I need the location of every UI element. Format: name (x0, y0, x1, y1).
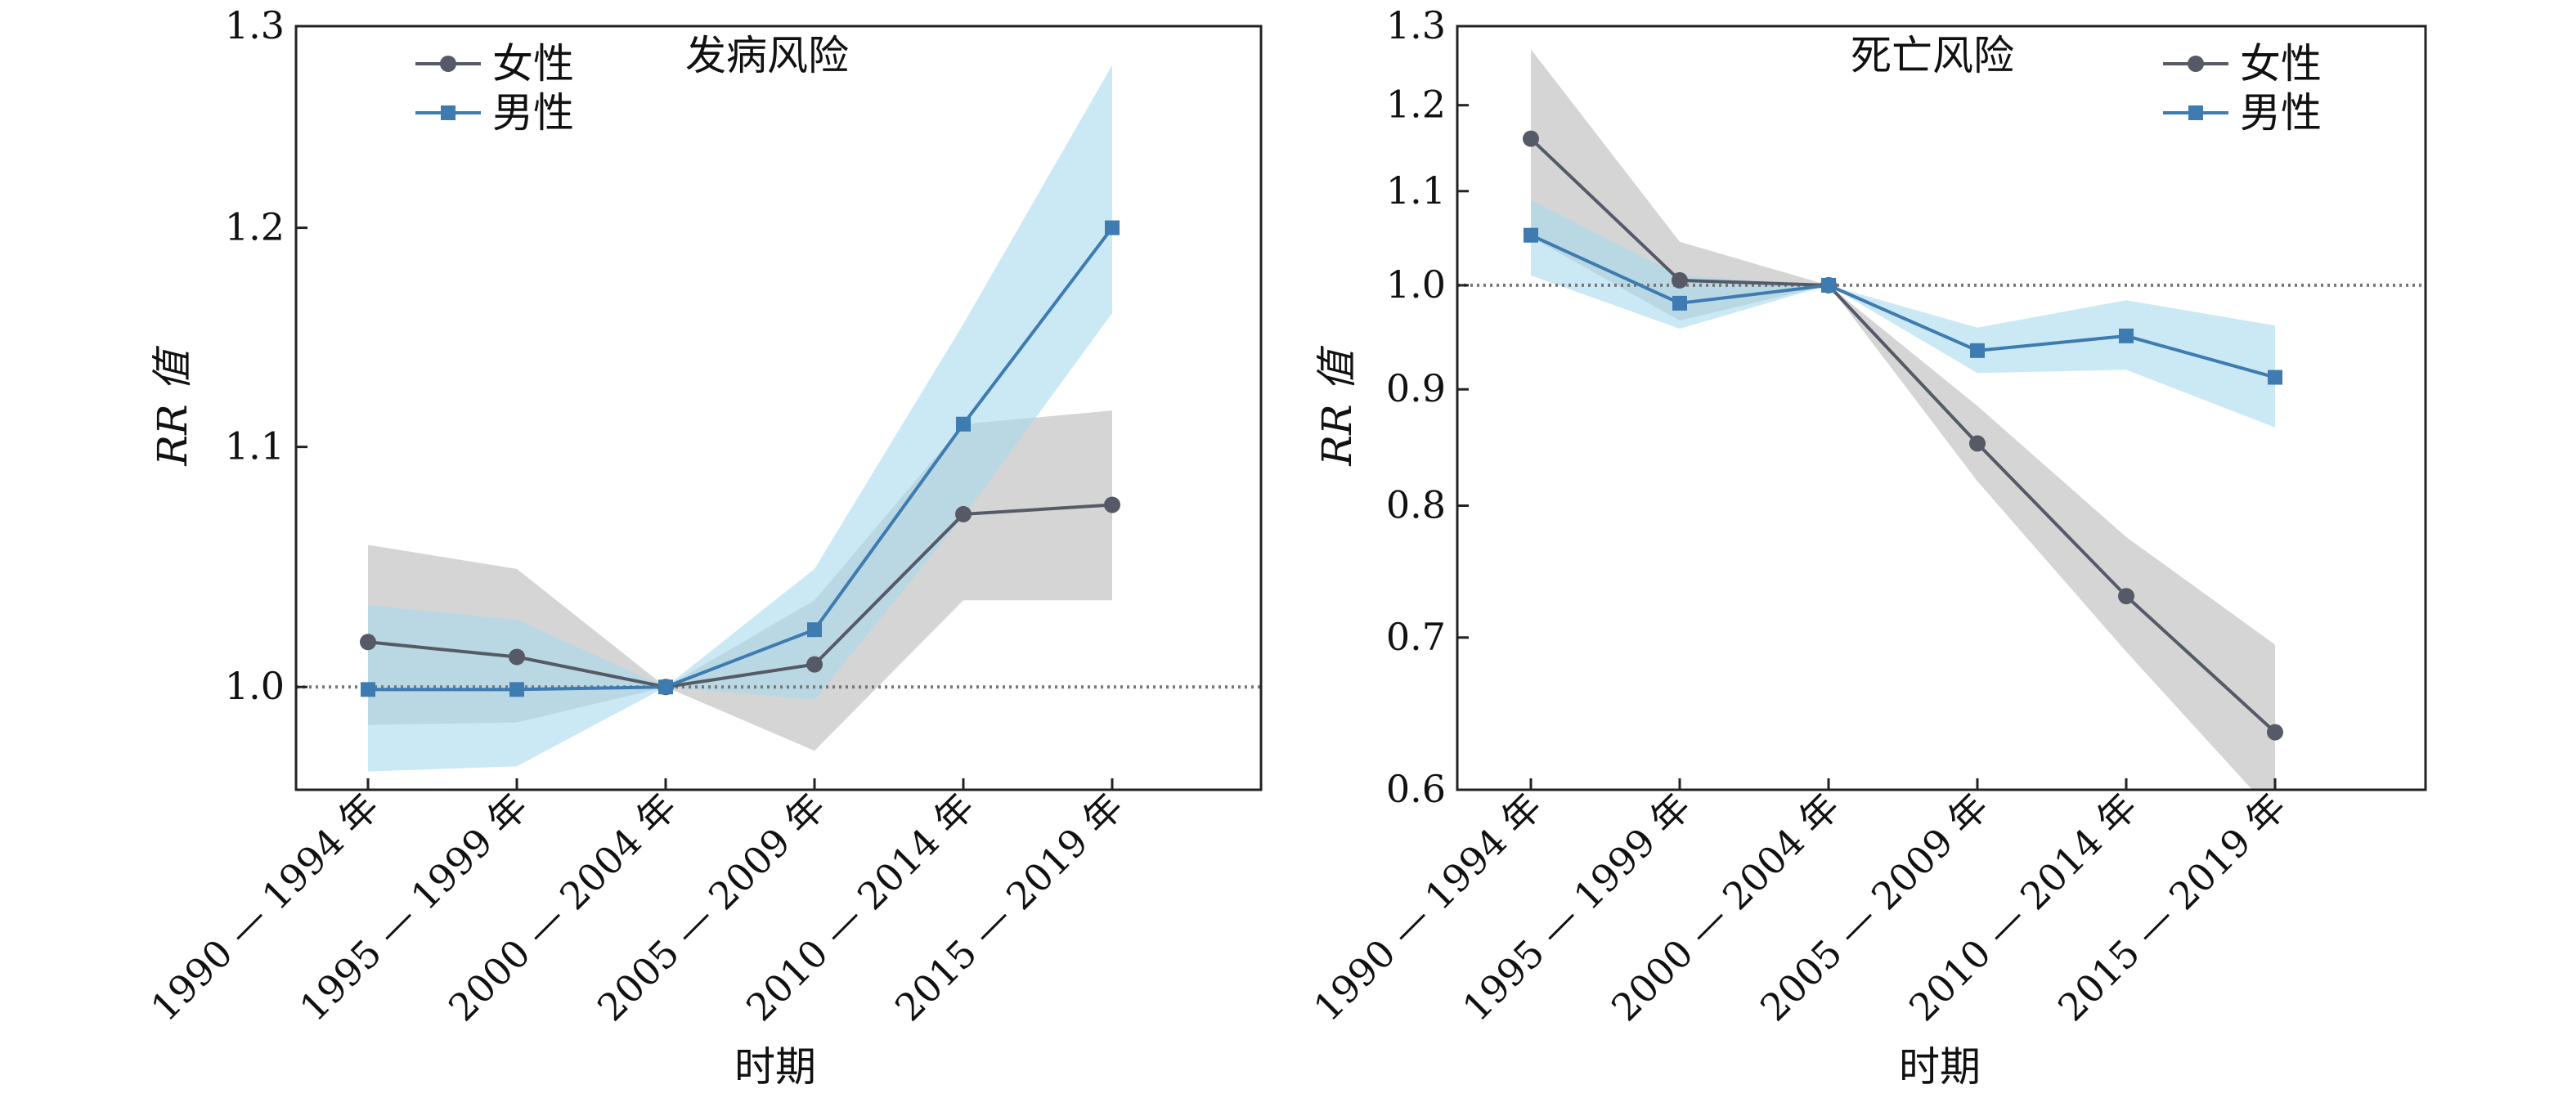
data-point-female (360, 634, 376, 651)
y-axis-ticks: 1.0 1.1 1.2 1.3 (225, 3, 307, 708)
data-point-female (2267, 724, 2283, 741)
ci-band-male (368, 65, 1112, 772)
chart-title: 死亡风险 (1851, 32, 2014, 79)
legend-label-female: 女性 (492, 40, 574, 87)
data-point-male (2119, 328, 2134, 343)
data-point-female (955, 505, 972, 522)
y-axis-ticks: 0.6 0.7 0.8 0.9 1.0 1.1 1.2 1.3 (1386, 3, 1469, 811)
data-point-female (1969, 435, 1986, 452)
y-tick-label: 1.1 (1386, 168, 1446, 213)
plot-frame (294, 25, 1263, 791)
y-tick-label: 0.6 (1386, 767, 1446, 811)
data-point-female (509, 648, 525, 666)
mortality-risk-chart: 0.6 0.7 0.8 0.9 1.0 1.1 1.2 1.3 1990 — 1994 年19… (1305, 3, 2427, 1091)
data-point-male (807, 622, 822, 638)
y-tick-label: 1.0 (1386, 262, 1446, 307)
x-axis-title: 时期 (734, 1043, 816, 1091)
confidence-bands (368, 65, 1112, 772)
data-point-female (2118, 588, 2134, 605)
ci-band-male (1531, 199, 2275, 428)
y-tick-label: 1.3 (225, 3, 285, 47)
data-point-male (956, 416, 971, 432)
x-axis-title: 时期 (1899, 1043, 1981, 1091)
data-markers (360, 220, 1120, 697)
data-point-male (1821, 277, 1836, 293)
legend-marker-male (2188, 105, 2203, 120)
data-point-male (1105, 220, 1120, 235)
data-point-male (1970, 343, 1985, 358)
plot-frame (1456, 25, 2427, 791)
data-point-male (2268, 370, 2282, 385)
data-point-male (658, 679, 673, 695)
chart-title: 发病风险 (685, 32, 849, 79)
series-line-female (367, 503, 1113, 689)
y-tick-label: 0.7 (1386, 615, 1446, 659)
legend-marker-female (440, 56, 456, 72)
y-axis-title: RR 值 (149, 345, 196, 466)
series-lines (1529, 137, 2277, 734)
legend-label-male: 男性 (2240, 89, 2322, 137)
data-point-female (1672, 271, 1688, 289)
series-lines (367, 226, 1114, 692)
series-line-male (368, 226, 1114, 692)
legend: 女性 男性 (415, 40, 574, 137)
legend: 女性 男性 (2163, 40, 2322, 137)
legend-label-male: 男性 (492, 89, 574, 137)
y-tick-label: 0.9 (1386, 366, 1446, 410)
data-point-male (361, 682, 375, 697)
data-point-male (509, 682, 524, 697)
data-point-female (1523, 130, 1539, 147)
ci-band-female (1531, 49, 2275, 790)
confidence-bands (1531, 49, 2275, 790)
y-tick-label: 0.8 (1386, 482, 1446, 527)
data-point-female (1104, 496, 1120, 513)
data-markers (1523, 130, 2283, 741)
y-tick-label: 1.2 (225, 205, 285, 249)
data-point-male (1672, 295, 1687, 311)
y-tick-label: 1.1 (225, 424, 285, 468)
legend-label-female: 女性 (2240, 40, 2322, 87)
series-line-female (1529, 137, 2277, 734)
y-tick-label: 1.3 (1386, 3, 1446, 47)
data-point-male (1524, 227, 1538, 243)
y-axis-title: RR 值 (1313, 345, 1361, 466)
legend-marker-male (441, 105, 456, 120)
series-line-male (1530, 233, 2276, 379)
y-tick-label: 1.2 (1386, 83, 1446, 127)
data-point-female (806, 656, 823, 673)
y-tick-label: 1.0 (225, 664, 285, 708)
legend-marker-female (2188, 56, 2204, 72)
